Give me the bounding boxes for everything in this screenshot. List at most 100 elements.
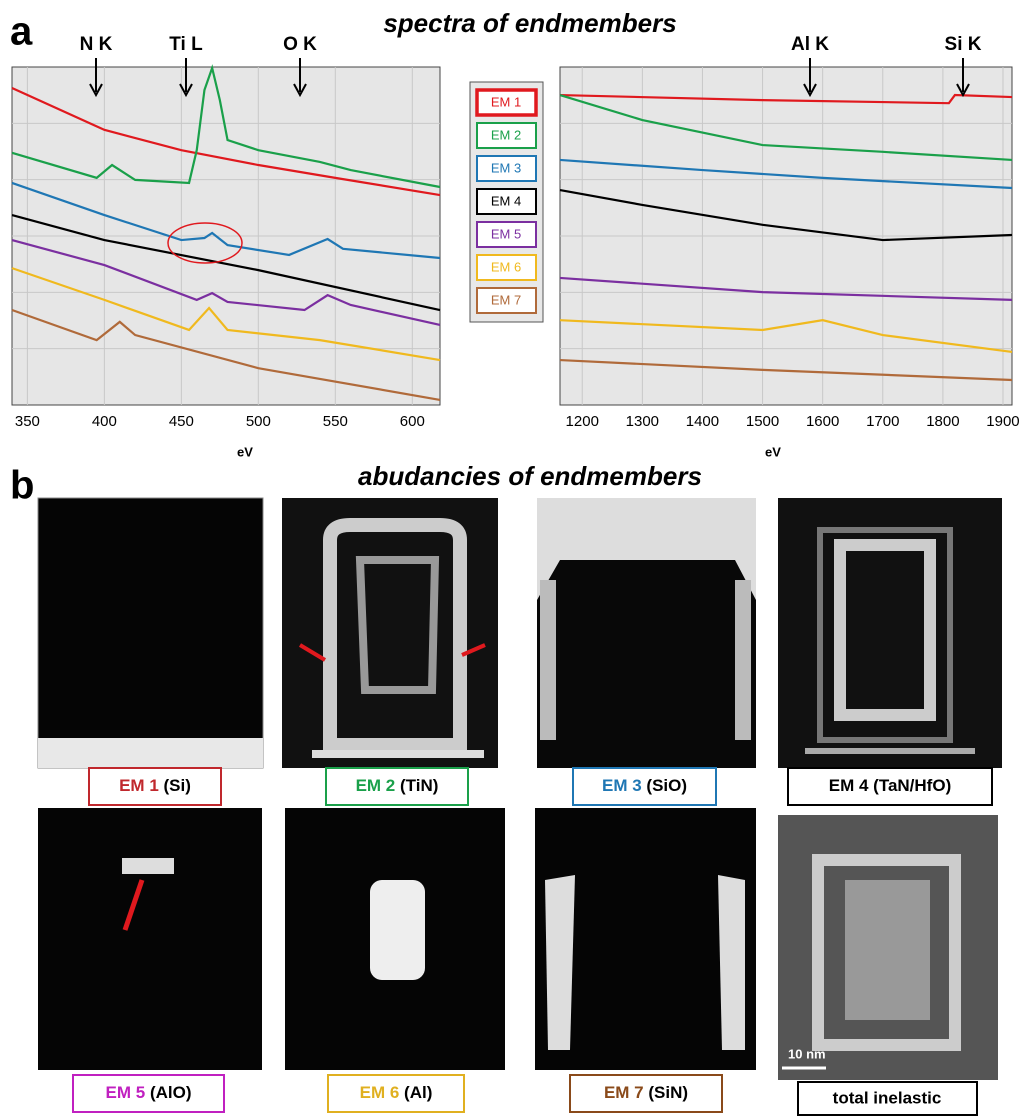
image-feature <box>718 875 745 1050</box>
highlight-ellipse <box>167 222 243 264</box>
annotation: Al K <box>791 34 829 55</box>
image-feature <box>805 748 975 754</box>
caption-em: EM 5 <box>106 1083 146 1102</box>
image-feature <box>834 539 936 721</box>
annotation: Ti L <box>169 34 203 55</box>
arrow <box>122 879 145 931</box>
arrow-head <box>179 83 193 98</box>
image-feature <box>845 880 930 1020</box>
series-line <box>11 86 441 197</box>
caption-material: (SiO) <box>646 776 687 795</box>
x-tick-label: 400 <box>92 413 117 430</box>
legend-swatch <box>476 155 537 182</box>
panel-caption: EM 5 (AlO) <box>106 1083 192 1102</box>
image-feature <box>323 518 467 752</box>
x-tick-label: 500 <box>246 413 271 430</box>
figure-title: spectra of endmembers <box>383 8 676 38</box>
legend-swatch <box>475 88 538 117</box>
legend-swatch <box>476 254 537 281</box>
image-feature <box>817 527 953 743</box>
label-box <box>325 767 469 806</box>
scale-bar-label: 10 nm <box>788 1046 826 1061</box>
panel-caption: EM 4 (TaN/HfO) <box>829 776 951 795</box>
caption-em: EM 4 <box>829 776 869 795</box>
series-line <box>559 319 1013 354</box>
x-tick-label: 1800 <box>926 413 959 430</box>
series-line <box>11 308 441 402</box>
caption-material: (AlO) <box>150 1083 192 1102</box>
image <box>778 498 1002 768</box>
x-tick-label: 1600 <box>806 413 839 430</box>
caption-material: (TaN/HfO) <box>873 776 951 795</box>
series-line <box>559 188 1013 242</box>
legend-label: EM 5 <box>491 226 521 241</box>
x-tick-label: 1500 <box>746 413 779 430</box>
x-tick-label: 1200 <box>566 413 599 430</box>
arrow <box>298 643 327 662</box>
x-tick-label: 600 <box>400 413 425 430</box>
caption-em: EM 1 <box>119 776 159 795</box>
caption-material: (SiN) <box>648 1083 688 1102</box>
caption-material: (Si) <box>164 776 191 795</box>
caption-material: (Al) <box>404 1083 432 1102</box>
legend-label: EM 4 <box>491 193 521 208</box>
panel-caption: EM 7 (SiN) <box>604 1083 688 1102</box>
legend-swatch <box>476 122 537 149</box>
x-tick-label: 1900 <box>986 413 1019 430</box>
legend-label: EM 6 <box>491 259 521 274</box>
arrow-head <box>803 83 817 98</box>
label-box <box>72 1074 225 1113</box>
series-line <box>11 238 441 326</box>
series-line <box>11 64 441 189</box>
arrow <box>461 643 486 657</box>
image-feature <box>355 556 440 694</box>
series-line <box>11 181 441 260</box>
image-feature <box>540 580 556 740</box>
legend-label: EM 2 <box>491 127 521 142</box>
legend-label: EM 7 <box>491 292 521 307</box>
label-box <box>797 1081 978 1116</box>
series-line <box>559 93 1013 105</box>
image <box>37 497 264 769</box>
arrow-head <box>956 83 970 98</box>
panel-caption: total inelastic <box>833 1088 942 1107</box>
x-axis-label: eV <box>765 444 781 459</box>
label-box <box>327 1074 465 1113</box>
annotation: N K <box>80 34 113 55</box>
image-feature <box>537 498 756 600</box>
label-box <box>787 767 993 806</box>
arrow-head <box>293 83 307 98</box>
figure-title: abudancies of endmembers <box>358 461 702 491</box>
legend-label: EM 3 <box>491 160 521 175</box>
image-feature <box>38 738 263 768</box>
image-feature <box>545 875 575 1050</box>
series-line <box>559 358 1013 382</box>
panel-label: b <box>10 464 34 508</box>
caption-material: (TiN) <box>400 776 438 795</box>
series-line <box>559 94 1013 162</box>
series-line <box>11 267 441 362</box>
series-line <box>559 276 1013 301</box>
panel-caption: EM 3 (SiO) <box>602 776 687 795</box>
legend-swatch <box>476 287 537 314</box>
panel-label: a <box>10 10 33 54</box>
image <box>38 808 262 1070</box>
x-tick-label: 1300 <box>626 413 659 430</box>
label-box <box>572 767 717 806</box>
panel-caption: EM 2 (TiN) <box>356 776 439 795</box>
image-feature <box>122 858 174 874</box>
caption-em: EM 7 <box>604 1083 644 1102</box>
label-box <box>88 767 222 806</box>
caption-em: EM 6 <box>360 1083 400 1102</box>
panel-caption: EM 1 (Si) <box>119 776 191 795</box>
image-feature <box>312 750 484 758</box>
caption-em: EM 3 <box>602 776 642 795</box>
x-tick-label: 1700 <box>866 413 899 430</box>
series-line <box>559 158 1013 190</box>
image-feature <box>735 580 751 740</box>
image-panels: 10 nm <box>37 497 1002 1080</box>
series-line <box>11 213 441 312</box>
image-feature <box>812 854 961 1051</box>
legend-swatch <box>476 188 537 215</box>
